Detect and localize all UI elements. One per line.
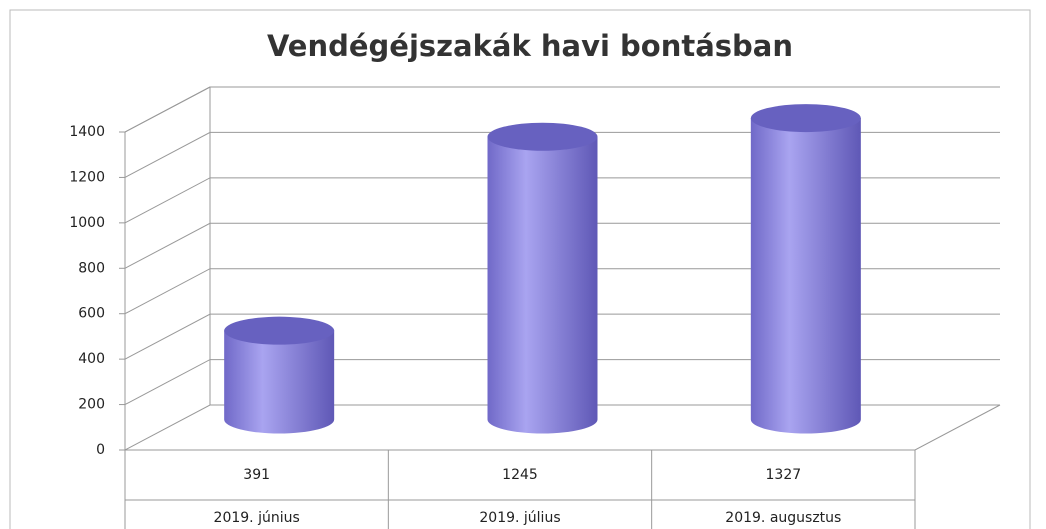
y-tick-label: 1200 (69, 169, 105, 185)
grid-line (124, 86, 1000, 133)
grid-line (124, 404, 1000, 451)
grid-line (124, 359, 1000, 406)
bar-top (487, 122, 598, 151)
y-tick-label: 0 (96, 442, 105, 458)
bar (487, 136, 598, 434)
grid-line (124, 131, 1000, 178)
x-tick-label: 2019. augusztus (725, 510, 841, 526)
grid-line (124, 268, 1000, 315)
y-tick-label: 1400 (69, 124, 105, 140)
table-value: 391 (243, 467, 270, 483)
chart-border (9, 9, 1031, 529)
grid-line (124, 222, 1000, 269)
table-value: 1327 (766, 467, 802, 483)
bar-top (224, 316, 335, 345)
y-tick-label: 400 (78, 351, 105, 367)
x-tick-label: 2019. július (479, 510, 560, 526)
grid-line (124, 177, 1000, 224)
y-tick-label: 600 (78, 306, 105, 322)
y-tick-label: 200 (78, 397, 105, 413)
y-tick-label: 1000 (69, 215, 105, 231)
y-tick-label: 800 (78, 260, 105, 276)
bar (224, 330, 335, 434)
x-tick-label: 2019. június (214, 510, 300, 526)
bar (750, 118, 861, 434)
grid-line (124, 313, 1000, 360)
chart-title: Vendégéjszakák havi bontásban (267, 29, 793, 63)
bar-top (750, 104, 861, 133)
table-value: 1245 (502, 467, 538, 483)
side-wall (124, 86, 211, 450)
